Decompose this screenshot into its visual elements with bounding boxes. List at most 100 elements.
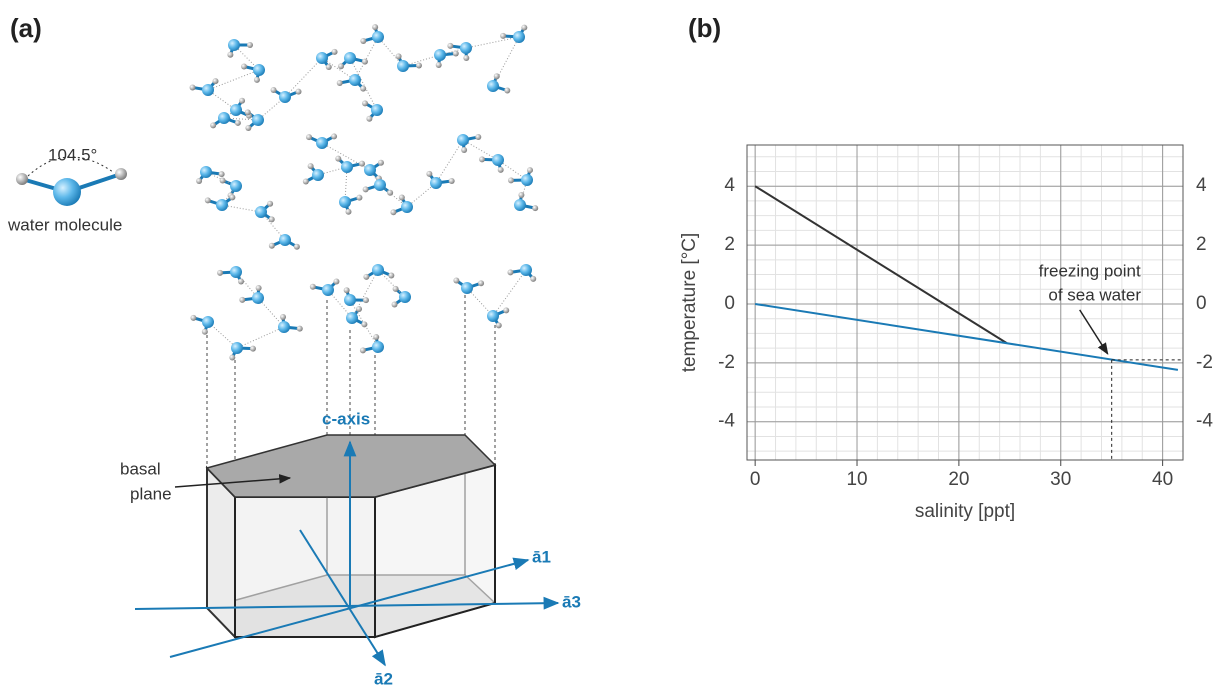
- y-tick-label: 0: [724, 293, 735, 314]
- x-tick-label: 20: [948, 469, 969, 490]
- hydrogen-bond: [237, 327, 284, 348]
- hydrogen: [196, 178, 202, 184]
- hydrogen: [239, 297, 245, 303]
- y-axis-label: temperature [°C]: [679, 233, 700, 373]
- x-tick-label: 40: [1152, 469, 1173, 490]
- hydrogen: [498, 167, 504, 173]
- oxygen: [487, 310, 499, 322]
- y-tick-label: 0: [1196, 293, 1207, 314]
- oxygen: [344, 294, 356, 306]
- hydrogen: [271, 87, 277, 93]
- hydrogen: [115, 168, 127, 180]
- hydrogen: [210, 122, 216, 128]
- hydrogen-bond: [436, 140, 463, 183]
- hydrogen: [247, 42, 253, 48]
- y-tick-label: 4: [1196, 175, 1207, 196]
- oxygen: [255, 206, 267, 218]
- angle-label: 104.5°: [48, 145, 97, 164]
- hydrogen: [363, 274, 369, 280]
- hydrogen-bond: [285, 58, 322, 97]
- oxygen: [349, 74, 361, 86]
- hydrogen: [335, 156, 341, 162]
- oxygen: [492, 154, 504, 166]
- hydrogen: [235, 120, 241, 126]
- oxygen: [344, 52, 356, 64]
- x-tick-label: 10: [846, 469, 867, 490]
- oxygen: [461, 282, 473, 294]
- annotation-text: of sea water: [1048, 285, 1141, 304]
- hydrogen: [310, 284, 316, 290]
- hydrogen: [280, 314, 286, 320]
- oxygen: [521, 174, 533, 186]
- hydrogen: [508, 177, 514, 183]
- hydrogen: [356, 306, 362, 312]
- hydrogen: [250, 346, 256, 352]
- hydrogen: [530, 276, 536, 282]
- x-tick-label: 30: [1050, 469, 1071, 490]
- hydrogen: [239, 98, 245, 104]
- oxygen: [253, 64, 265, 76]
- hydrogen: [294, 244, 300, 250]
- hydrogen: [416, 63, 422, 69]
- basal-label: plane: [130, 484, 172, 503]
- hydrogen: [362, 59, 368, 65]
- hydrogen: [388, 273, 394, 279]
- axis-label: ā2: [374, 669, 393, 688]
- hydrogen: [332, 49, 338, 55]
- oxygen: [53, 178, 81, 206]
- hydrogen: [356, 195, 362, 201]
- panel-a: (a) 104.5° water molecule c-axis ā1: [7, 13, 581, 689]
- hydrogen: [241, 63, 247, 69]
- oxygen: [401, 201, 413, 213]
- panel-label: (b): [688, 13, 721, 43]
- y-tick-label: -2: [1196, 352, 1213, 373]
- hydrogen: [449, 178, 455, 184]
- oxygen: [520, 264, 532, 276]
- oxygen: [200, 166, 212, 178]
- hydrogen: [393, 286, 399, 292]
- hydrogen: [436, 62, 442, 68]
- hydrogen: [447, 43, 453, 49]
- hydrogen: [337, 80, 343, 86]
- hydrogen: [392, 302, 398, 308]
- hydrogen: [518, 192, 524, 198]
- oxygen: [346, 312, 358, 324]
- hydrogen: [333, 279, 339, 285]
- hydrogen: [229, 355, 235, 361]
- hydrogen: [297, 326, 303, 332]
- oxygen: [312, 169, 324, 181]
- oxygen: [202, 316, 214, 328]
- panel-label: (a): [10, 13, 42, 43]
- y-tick-label: 2: [724, 234, 735, 255]
- hydrogen: [361, 321, 367, 327]
- ice-lattice: [190, 24, 539, 360]
- annotation-text: freezing point: [1039, 261, 1141, 280]
- hydrogen-bond: [493, 270, 526, 316]
- hydrogen: [360, 347, 366, 353]
- oxygen: [457, 134, 469, 146]
- oxygen: [316, 137, 328, 149]
- hydrogen: [396, 53, 402, 59]
- oxygen: [230, 104, 242, 116]
- hydrogen: [245, 109, 251, 115]
- oxygen: [228, 39, 240, 51]
- oxygen: [202, 84, 214, 96]
- hydrogen: [269, 243, 275, 249]
- oxygen: [339, 196, 351, 208]
- hydrogen: [366, 116, 372, 122]
- oxygen: [216, 199, 228, 211]
- oxygen: [434, 49, 446, 61]
- hydrogen: [202, 329, 208, 335]
- oxygen: [278, 321, 290, 333]
- hydrogen: [269, 216, 275, 222]
- hydrogen: [16, 173, 28, 185]
- oxygen: [397, 60, 409, 72]
- hydrogen: [494, 73, 500, 79]
- hydrogen: [475, 134, 481, 140]
- oxygen: [372, 31, 384, 43]
- hydrogen: [478, 280, 484, 286]
- hydrogen: [479, 156, 485, 162]
- hydrogen: [256, 285, 262, 291]
- hydrogen: [363, 186, 369, 192]
